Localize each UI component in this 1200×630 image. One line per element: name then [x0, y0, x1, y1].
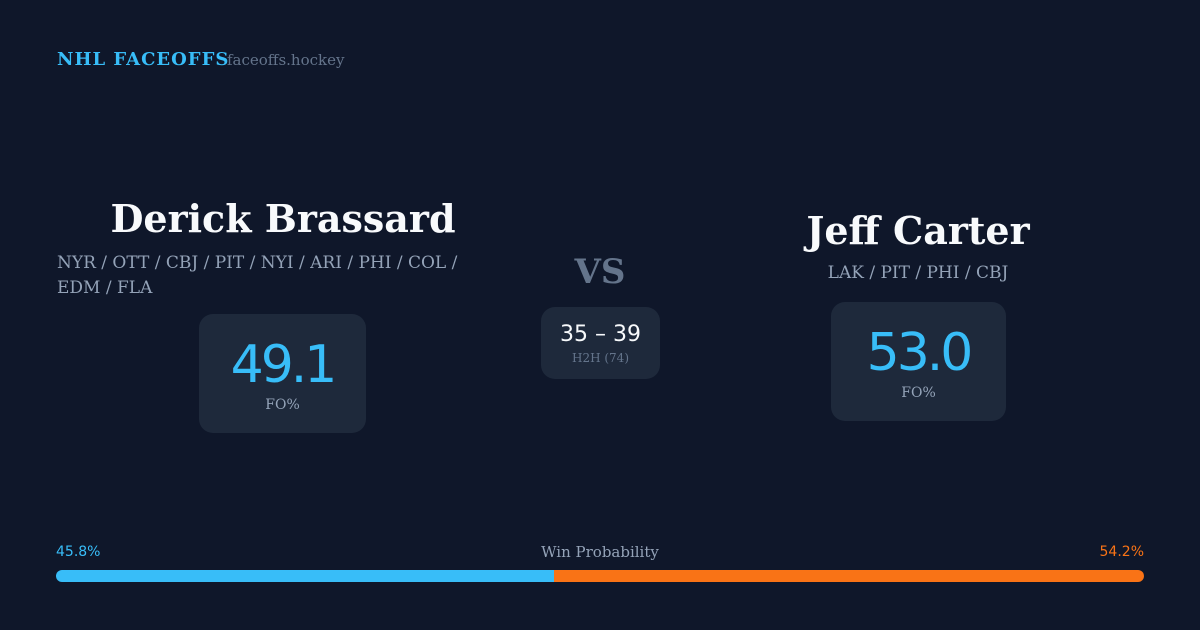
player1-fo-label: FO%: [265, 396, 300, 413]
site-domain: faceoffs.hockey: [227, 51, 345, 69]
brand-title: NHL FACEOFFS: [57, 49, 230, 70]
player2-name: Jeff Carter: [806, 208, 1030, 253]
player1-teams: NYR / OTT / CBJ / PIT / NYI / ARI / PHI …: [57, 253, 458, 298]
player2-fo-pct: 53.0: [866, 322, 974, 383]
player1-fo-pct: 49.1: [230, 334, 338, 395]
vs-label: VS: [574, 252, 626, 292]
player2-fo-card: 53.0 FO%: [831, 302, 1006, 421]
p1-bar-segment: [56, 570, 555, 582]
p2-win-prob: 54.2%: [1099, 544, 1144, 560]
win-probability-bar: [56, 570, 1144, 582]
h2h-score: 35 – 39: [560, 321, 641, 347]
player1-fo-card: 49.1 FO%: [199, 314, 366, 433]
player2-teams: LAK / PIT / PHI / CBJ: [827, 263, 1009, 283]
h2h-card: 35 – 39 H2H (74): [541, 307, 660, 379]
win-prob-label: Win Probability: [541, 543, 659, 561]
h2h-label: H2H (74): [571, 350, 629, 365]
player2-fo-label: FO%: [901, 384, 936, 401]
player1-name: Derick Brassard: [110, 196, 456, 241]
p2-bar-segment: [554, 570, 1144, 582]
p1-win-prob: 45.8%: [56, 544, 101, 560]
